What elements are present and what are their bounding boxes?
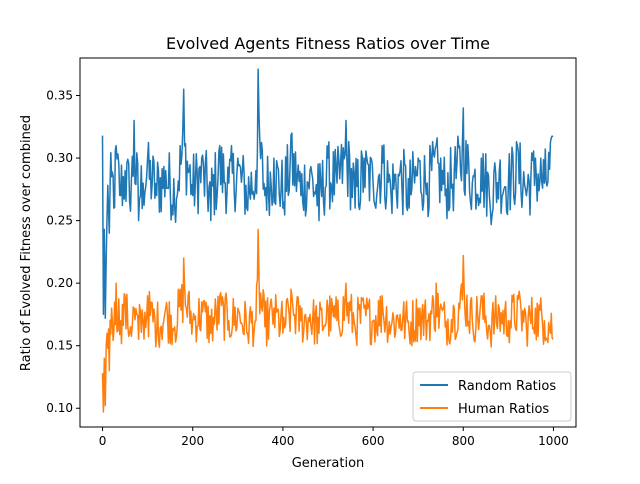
plot-area bbox=[101, 68, 554, 413]
y-tick-label: 0.15 bbox=[46, 339, 73, 353]
legend-box bbox=[412, 371, 572, 422]
y-tick-label: 0.20 bbox=[46, 276, 73, 290]
y-tick-label: 0.10 bbox=[46, 401, 73, 415]
series-line-human-ratios bbox=[101, 228, 554, 413]
x-tick-label: 1000 bbox=[538, 434, 569, 448]
y-tick-label: 0.25 bbox=[46, 214, 73, 228]
y-axis-label: Ratio of Evolved Fitness over combined bbox=[19, 115, 34, 371]
y-tick-label: 0.35 bbox=[46, 89, 73, 103]
x-tick-label: 600 bbox=[362, 434, 385, 448]
x-tick-label: 400 bbox=[271, 434, 294, 448]
series-line-random-ratios bbox=[101, 68, 554, 319]
y-axis: 0.10 0.15 0.20 0.25 0.30 0.35 bbox=[46, 89, 80, 415]
x-tick-label: 800 bbox=[452, 434, 475, 448]
x-tick-label: 200 bbox=[181, 434, 204, 448]
x-tick-label: 0 bbox=[99, 434, 107, 448]
x-axis: 0 200 400 600 800 1000 bbox=[99, 427, 569, 448]
plot-frame bbox=[79, 57, 577, 428]
series-layer bbox=[101, 68, 554, 413]
legend-label-human: Human Ratios bbox=[458, 402, 549, 417]
legend-label-random: Random Ratios bbox=[458, 379, 556, 394]
y-tick-label: 0.30 bbox=[46, 151, 73, 165]
x-axis-label: Generation bbox=[292, 456, 365, 471]
chart-title: Evolved Agents Fitness Ratios over Time bbox=[166, 34, 490, 53]
legend: Random Ratios Human Ratios bbox=[412, 371, 572, 422]
